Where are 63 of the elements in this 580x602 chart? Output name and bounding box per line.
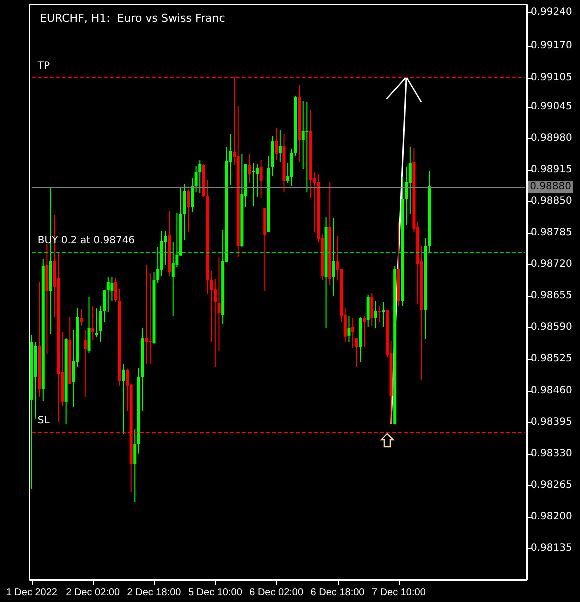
- ref-line-label: SL: [38, 416, 50, 427]
- candlestick: [252, 162, 256, 207]
- candlestick: [148, 272, 152, 365]
- y-tick-label: 0.98265: [531, 480, 572, 491]
- candlestick: [106, 276, 110, 313]
- candlestick: [198, 160, 202, 194]
- candlestick: [352, 317, 355, 349]
- candlestick: [80, 308, 84, 327]
- candlestick: [306, 102, 309, 193]
- x-tick-label: 7 Dec 10:00: [372, 588, 426, 598]
- candlestick: [134, 429, 137, 503]
- candlestick: [114, 278, 118, 302]
- candlestick: [374, 300, 378, 329]
- candlestick: [355, 338, 358, 368]
- y-tick-label: 0.98590: [531, 322, 572, 334]
- candlestick: [278, 130, 282, 163]
- y-tick-label: 0.98980: [531, 132, 572, 144]
- x-tick-label: 1 Dec 2022: [6, 588, 58, 598]
- candlestick: [248, 153, 252, 184]
- y-tick-label: 0.98395: [531, 416, 572, 428]
- candlestick: [275, 128, 278, 161]
- x-tick-label: 2 Dec 18:00: [127, 588, 182, 598]
- candlestick: [370, 292, 374, 327]
- y-tick-label: 0.99170: [531, 40, 572, 52]
- y-tick-label: 0.99045: [531, 101, 572, 112]
- x-tick-label: 6 Dec 18:00: [310, 588, 366, 598]
- candlestick: [99, 306, 102, 343]
- candlestick: [187, 188, 190, 233]
- candlestick: [256, 164, 259, 198]
- candlestick: [363, 316, 366, 348]
- candlestick: [348, 316, 351, 343]
- ref-line-label: 0.98880: [530, 181, 572, 192]
- x-tick-label: 2 Dec 02:00: [66, 588, 120, 598]
- candlestick: [190, 178, 194, 213]
- y-tick-label: 0.98785: [531, 228, 572, 239]
- candlestick: [382, 302, 386, 328]
- candlestick: [95, 308, 98, 338]
- y-tick-label: 0.99105: [531, 72, 572, 84]
- y-tick-label: 0.98655: [531, 290, 572, 302]
- candlestick: [88, 296, 91, 354]
- y-tick-label: 0.98850: [531, 196, 572, 208]
- y-tick-label: 0.98915: [531, 164, 572, 176]
- y-tick-label: 0.98460: [531, 385, 572, 396]
- candlestick: [366, 294, 370, 328]
- candlestick: [103, 290, 106, 323]
- x-tick-label: 6 Dec 02:00: [250, 588, 304, 598]
- ref-line-label: TP: [36, 60, 50, 72]
- candlestick: [332, 218, 336, 297]
- y-tick-label: 0.99240: [531, 6, 572, 18]
- candlestick: [92, 306, 95, 341]
- text: EURCHF, H1: Euro vs Swiss Franc: [40, 12, 226, 25]
- y-tick-label: 0.98720: [531, 259, 572, 270]
- x-tick-label: 5 Dec 10:00: [188, 588, 243, 598]
- y-tick-label: 0.98135: [531, 542, 572, 554]
- candlestick: [260, 160, 263, 199]
- y-tick-label: 0.98330: [531, 448, 572, 460]
- candlestick: [122, 364, 126, 434]
- y-tick-label: 0.98525: [531, 354, 572, 365]
- candlestick: [408, 146, 412, 215]
- candlestick: [183, 184, 186, 241]
- y-tick-label: 0.98200: [531, 511, 572, 522]
- candlestick: [84, 330, 87, 398]
- candlestick: [378, 306, 382, 323]
